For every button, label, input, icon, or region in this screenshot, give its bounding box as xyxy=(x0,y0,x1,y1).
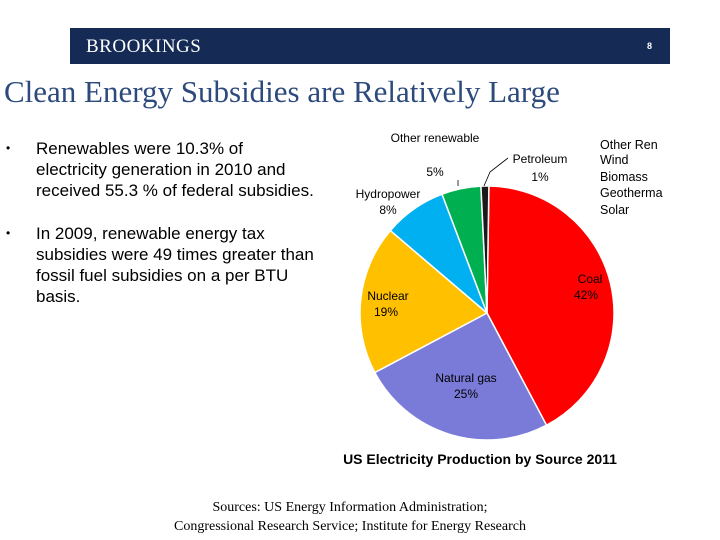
pie-chart: Other renewable 5% Petroleum 1% Hydropow… xyxy=(343,131,663,467)
bullet-marker: • xyxy=(6,141,11,155)
leader-line-petroleum xyxy=(483,157,509,187)
legend-item: Solar xyxy=(600,203,629,217)
bullet-text: Renewables were 10.3% of electricity gen… xyxy=(36,139,314,200)
bullet-text: In 2009, renewable energy tax subsidies … xyxy=(36,224,314,306)
slice-value-other-renewable: 5% xyxy=(426,165,444,179)
bullet-item: • In 2009, renewable energy tax subsidies… xyxy=(6,223,316,307)
slice-value-petroleum: 1% xyxy=(531,170,549,184)
page-number: 8 xyxy=(646,41,652,51)
pie-slice-coal xyxy=(486,185,615,427)
slice-value-coal: 42% xyxy=(574,288,598,302)
slice-label-coal: Coal xyxy=(578,272,603,286)
bullet-list: • Renewables were 10.3% of electricity ge… xyxy=(6,138,316,329)
pie-slice-natural-gas xyxy=(373,311,548,441)
slice-label-petroleum: Petroleum xyxy=(513,152,568,166)
slide-title: Clean Energy Subsidies are Relatively La… xyxy=(4,74,560,109)
slice-label-nuclear: Nuclear xyxy=(367,289,408,303)
bullet-marker: • xyxy=(6,226,11,240)
legend-item: Biomass xyxy=(600,170,648,184)
bullet-item: • Renewables were 10.3% of electricity ge… xyxy=(6,138,316,201)
pie-slice-petroleum xyxy=(480,185,490,314)
legend-item: Other Ren xyxy=(600,138,658,152)
chart-title: US Electricity Production by Source 2011 xyxy=(343,451,617,467)
slice-label-other-renewable: Other renewable xyxy=(391,131,480,145)
slice-value-nuclear: 19% xyxy=(374,305,398,319)
slice-value-natural-gas: 25% xyxy=(454,387,478,401)
sources-note: Sources: US Energy Information Administr… xyxy=(100,498,600,536)
legend-item: Wind xyxy=(600,153,629,167)
brand-logo: BROOKINGS xyxy=(86,36,202,57)
slice-label-natural-gas: Natural gas xyxy=(435,371,496,385)
slice-value-hydropower: 8% xyxy=(379,203,397,217)
pie-slice-nuclear xyxy=(359,229,489,374)
sources-line: Sources: US Energy Information Administr… xyxy=(212,500,488,515)
legend-item: Geotherma xyxy=(600,186,663,200)
header-bar: BROOKINGS 8 xyxy=(70,28,670,64)
sources-line: Congressional Research Service; Institut… xyxy=(174,519,526,534)
slice-label-hydropower: Hydropower xyxy=(356,187,421,201)
